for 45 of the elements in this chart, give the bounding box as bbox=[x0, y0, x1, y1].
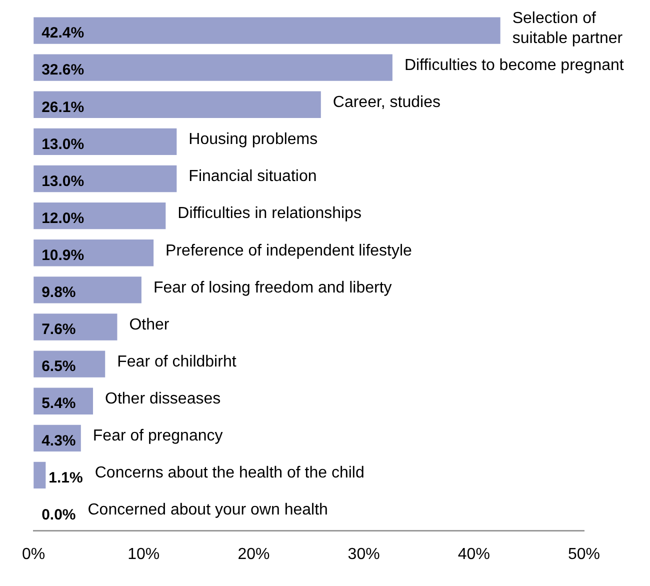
data-label: 12.0% bbox=[42, 210, 84, 227]
data-label: 6.5% bbox=[42, 358, 76, 376]
data-label: 32.6% bbox=[42, 62, 84, 79]
bar bbox=[34, 462, 46, 489]
y-tick-label: Difficulties in relationships bbox=[178, 205, 362, 222]
bar bbox=[34, 314, 118, 340]
y-tick-label: Housing problems bbox=[188, 131, 318, 148]
x-tick-label: 40% bbox=[458, 546, 490, 563]
y-tick-label: Fear of childbirht bbox=[117, 353, 237, 370]
data-label: 26.1% bbox=[42, 98, 84, 116]
y-tick-label: Difficulties to become pregnant bbox=[404, 56, 624, 74]
data-label: 10.9% bbox=[42, 247, 84, 264]
data-label: 5.4% bbox=[42, 395, 76, 412]
y-tick-label: Concerns about the health of the child bbox=[94, 464, 364, 482]
y-tick-label: Other bbox=[129, 316, 170, 334]
y-tick-label: Preference of independent lifestyle bbox=[166, 242, 412, 260]
bar bbox=[34, 165, 177, 192]
data-label: 13.0% bbox=[42, 136, 84, 153]
data-label: 4.3% bbox=[42, 432, 76, 450]
x-tick-label: 50% bbox=[568, 546, 600, 563]
data-label: 7.6% bbox=[42, 321, 76, 338]
data-label: 42.4% bbox=[42, 24, 84, 42]
y-tick-label: Other disseases bbox=[105, 390, 221, 408]
y-tick-label: Concerned about your own health bbox=[88, 502, 328, 519]
y-tick-label: Selection of suitable partner bbox=[512, 10, 624, 47]
bar bbox=[34, 276, 142, 304]
y-tick-label: Fear of losing freedom and liberty bbox=[153, 279, 392, 296]
bar bbox=[34, 91, 321, 118]
data-label: 13.0% bbox=[42, 172, 84, 190]
x-tick-label: 10% bbox=[128, 546, 160, 563]
data-label: 1.1% bbox=[48, 469, 83, 486]
bar bbox=[34, 202, 166, 230]
bar bbox=[34, 128, 177, 156]
bar bbox=[34, 350, 106, 378]
data-label: 0.0% bbox=[42, 506, 76, 524]
x-tick-label: 20% bbox=[238, 546, 270, 563]
bar bbox=[34, 17, 500, 44]
x-tick-label: 30% bbox=[348, 546, 380, 563]
data-label: 9.8% bbox=[42, 284, 76, 302]
y-tick-label: Fear of pregnancy bbox=[92, 428, 223, 445]
y-tick-label: Career, studies bbox=[332, 94, 440, 112]
bar bbox=[34, 240, 154, 266]
y-tick-label: Financial situation bbox=[188, 168, 317, 186]
bar bbox=[34, 54, 392, 81]
x-tick-label: 0% bbox=[22, 546, 46, 563]
